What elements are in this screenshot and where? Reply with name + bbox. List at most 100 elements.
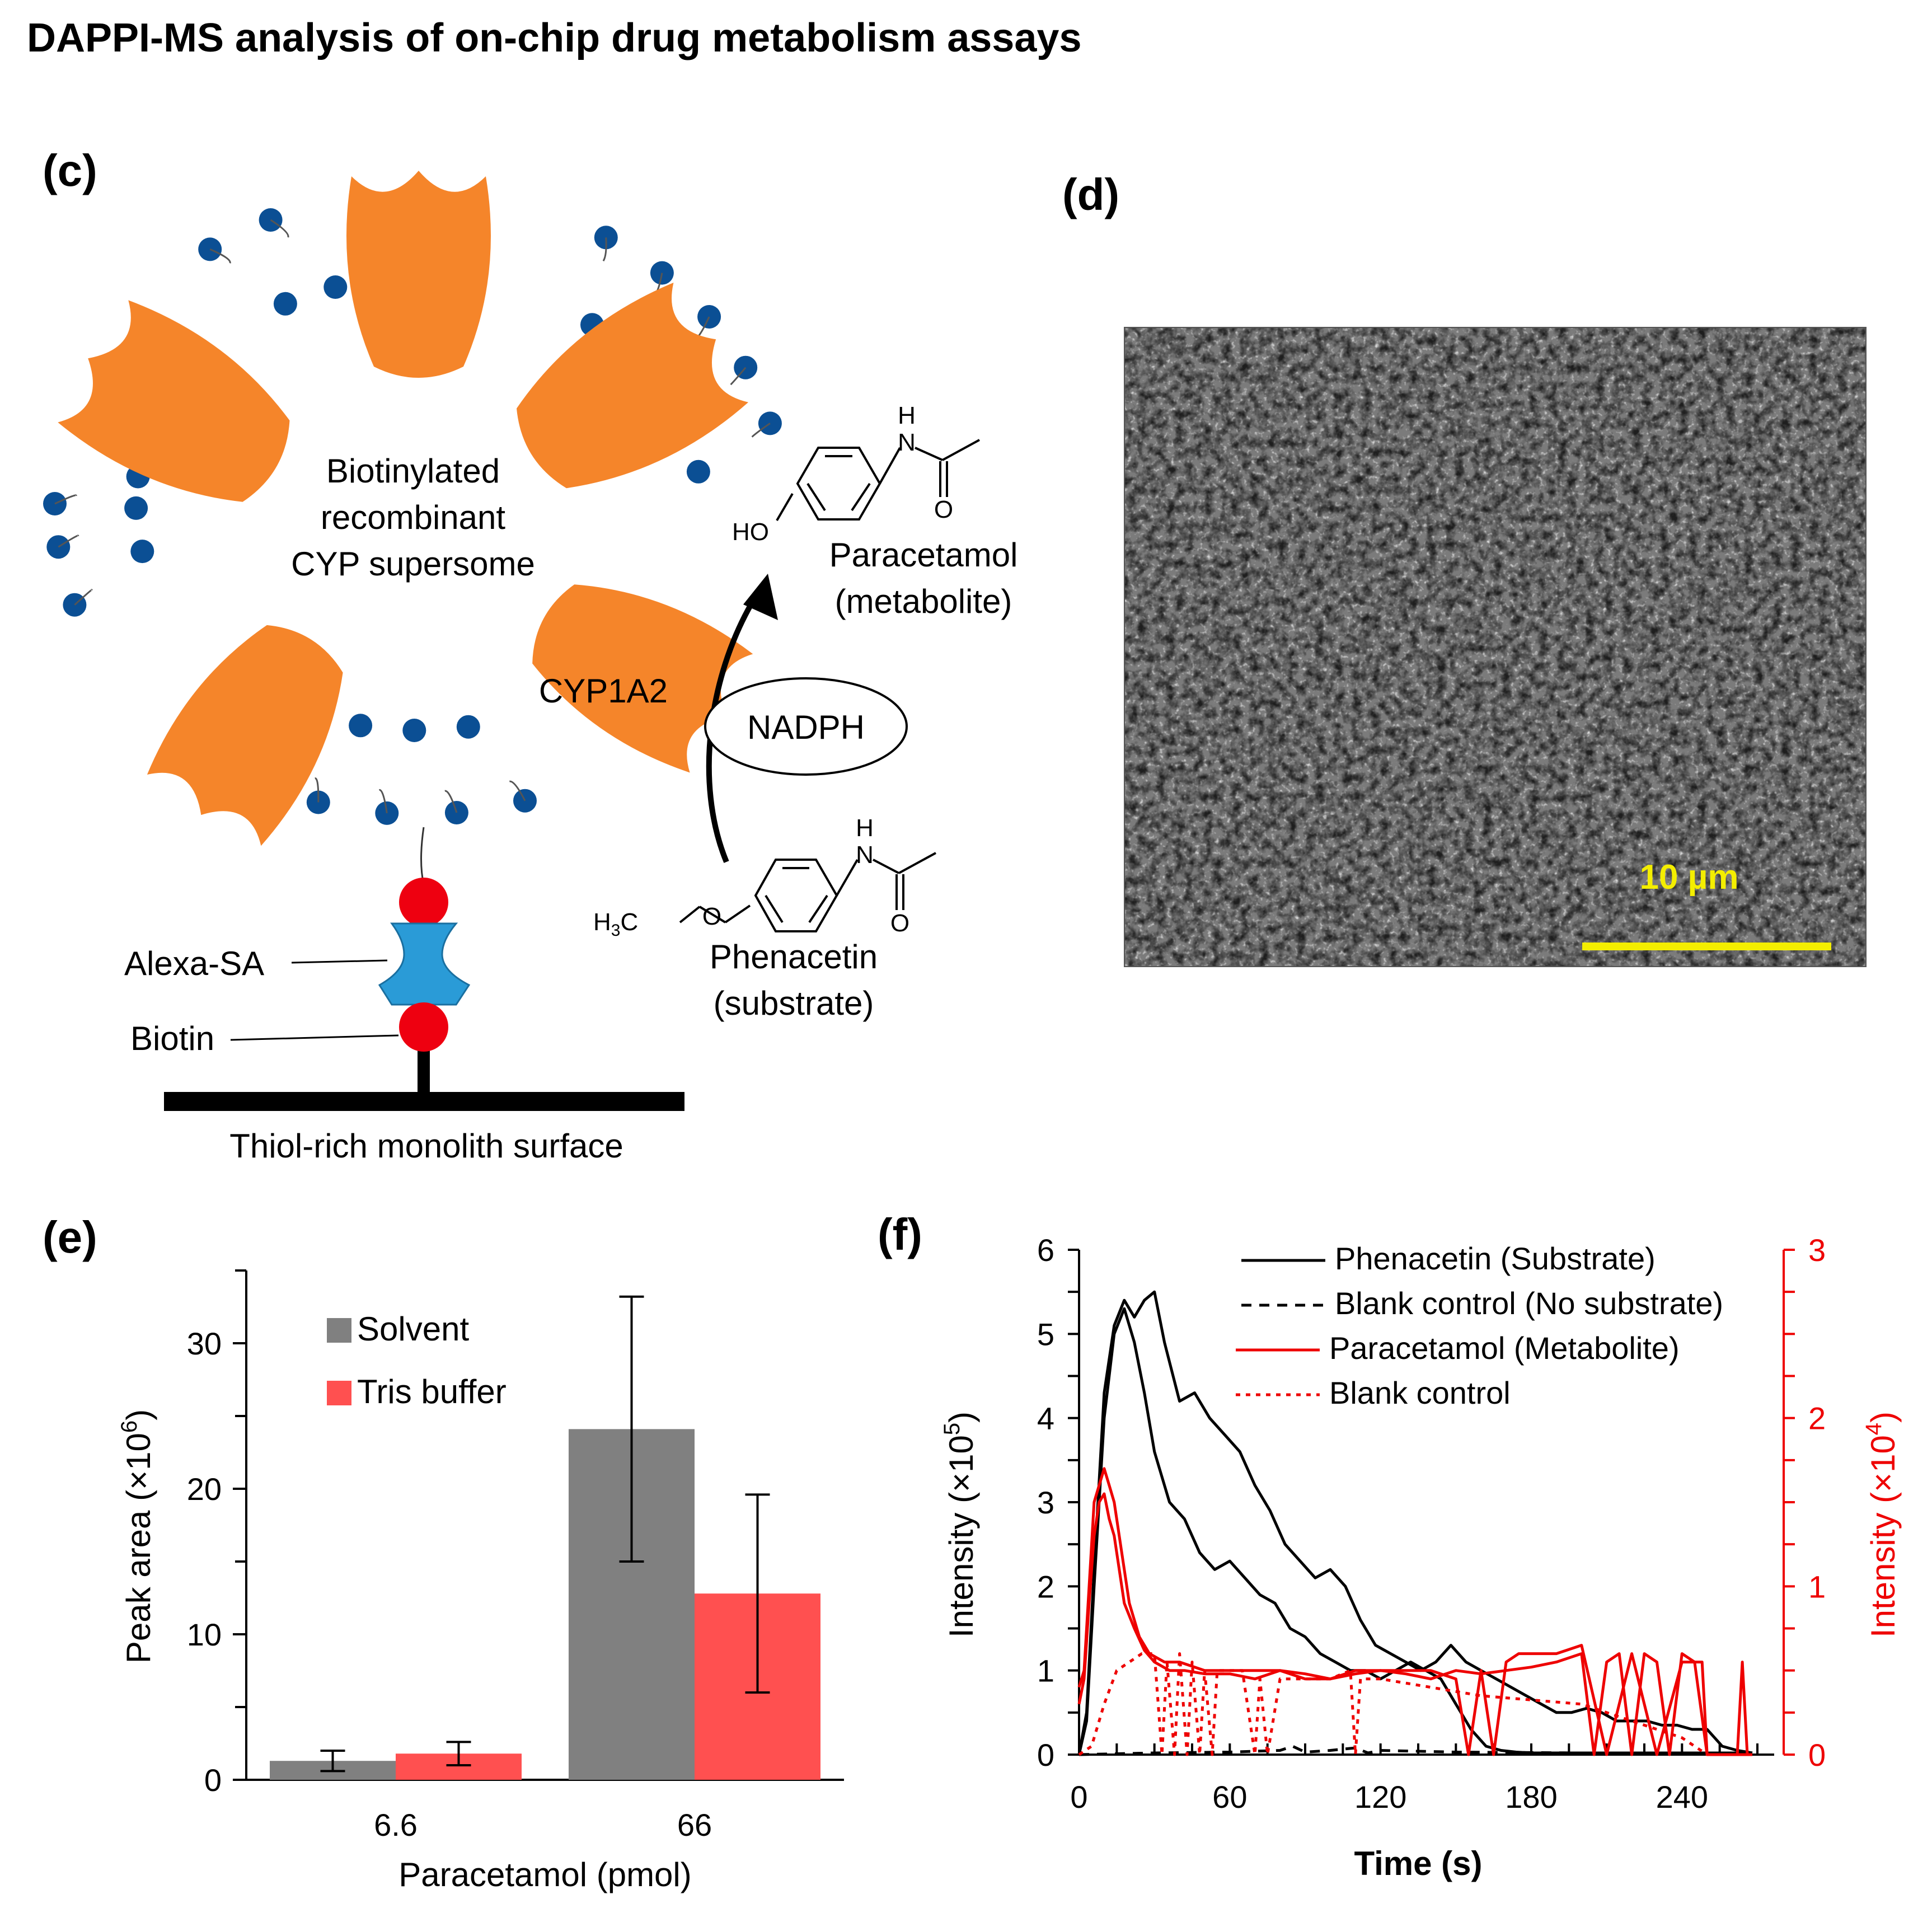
supersome-label-line-1: Biotinylated [326, 452, 500, 490]
panel-d-label: (d) [1062, 170, 1119, 219]
phenacetin-methyl: H3C [593, 908, 638, 940]
lipid-head [130, 540, 154, 564]
monolith-surface [164, 1092, 684, 1111]
paracetamol-h: H [898, 402, 916, 429]
legend-label: Solvent [357, 1310, 469, 1348]
lipid-head [456, 715, 480, 739]
right-y-tick-label: 0 [1808, 1737, 1826, 1773]
lipid-head [349, 714, 373, 738]
phenacetin-n: N [856, 841, 874, 869]
legend-label: Tris buffer [357, 1373, 507, 1410]
phenacetin-structure [679, 852, 936, 932]
panel-f-label: (f) [878, 1209, 922, 1259]
streptavidin-icon [378, 922, 471, 1006]
right-y-axis-title: Intensity (×104) [1861, 1412, 1902, 1638]
left-y-tick-label: 2 [1037, 1569, 1054, 1604]
scale-bar [1582, 943, 1831, 950]
phenacetin-ether-o: O [702, 903, 721, 930]
nadph-ellipse [704, 677, 908, 776]
paracetamol-o: O [934, 496, 953, 523]
lipid-tail [58, 535, 79, 548]
lipid-tail [509, 780, 526, 801]
cyp-enzyme [58, 300, 290, 502]
series-line [1077, 1467, 1752, 1756]
x-tick-label: 60 [1212, 1779, 1247, 1815]
lipid-tail [315, 777, 320, 803]
lipid-head [402, 719, 426, 742]
alexa-sa-label: Alexa-SA [124, 945, 264, 982]
lipid-tail [379, 789, 388, 814]
paracetamol-ho: HO [732, 518, 769, 546]
paracetamol-structure [776, 439, 980, 522]
cyp-enzyme [517, 282, 749, 489]
left-y-tick-label: 3 [1037, 1485, 1054, 1520]
lipid-head [323, 275, 348, 299]
phenacetin-h: H [856, 814, 874, 842]
figure-title: DAPPI-MS analysis of on-chip drug metabo… [27, 16, 1081, 60]
lipid-tail [602, 237, 607, 262]
lipid-tail [54, 494, 77, 505]
supersome-label-line-2: recombinant [321, 499, 506, 536]
lipid-tail [209, 249, 231, 264]
legend-label: Blank control (No substrate) [1335, 1286, 1723, 1321]
legend-label: Blank control [1329, 1375, 1511, 1410]
series-line [1077, 1492, 1752, 1756]
chart-e: 0 10 20 30 6.6 66 Paracetamol (pmol) Peak area … [117, 1269, 844, 1893]
x-axis-title: Time (s) [1354, 1845, 1483, 1882]
x-tick-label: 66 [677, 1807, 712, 1842]
biotin-bottom [399, 1002, 448, 1052]
supersome-diagram: Biotinylated recombinant CYP supersome C… [43, 171, 782, 846]
sem-micrograph [1124, 327, 1866, 967]
left-y-tick-label: 0 [1037, 1737, 1054, 1773]
supersome-label-line-3: CYP supersome [291, 545, 535, 583]
lipid-head [273, 292, 297, 316]
legend-label: Phenacetin (Substrate) [1335, 1241, 1656, 1276]
paracetamol-n: N [898, 429, 916, 456]
cyp-enzymes [58, 171, 753, 846]
series-line [1077, 1290, 1753, 1755]
series-line [1078, 1652, 1752, 1756]
lipid-tail [270, 219, 289, 238]
y-tick-label: 20 [187, 1471, 222, 1507]
y-axis-title: Peak area (×106) [117, 1409, 157, 1663]
phenacetin-role: (substrate) [714, 984, 874, 1022]
reaction-scheme: H N O HO Paracetamol (metabolite) NADPH … [593, 402, 1017, 1022]
paracetamol-name: Paracetamol [829, 536, 1018, 574]
lipid-head [124, 496, 148, 520]
legend-swatch [327, 1381, 351, 1405]
phenacetin-carbonyl-o: O [890, 909, 909, 937]
biotin-top [399, 878, 448, 927]
phenacetin-name: Phenacetin [710, 938, 878, 976]
left-y-axis-title: Intensity (×105) [940, 1412, 980, 1638]
series-line [1078, 1745, 1753, 1756]
panel-c-label: (c) [43, 146, 97, 195]
left-y-tick-label: 5 [1037, 1316, 1054, 1352]
series-line [1077, 1307, 1752, 1755]
immobilization-stack: Alexa-SA Biotin Thiol-rich monolith surf… [124, 827, 684, 1165]
x-tick-label: 120 [1354, 1779, 1406, 1815]
right-y-tick-label: 1 [1808, 1569, 1826, 1604]
right-y-tick-label: 3 [1808, 1232, 1826, 1268]
x-tick-label: 6.6 [374, 1807, 418, 1842]
right-y-tick-label: 2 [1808, 1401, 1826, 1436]
biotin-label: Biotin [130, 1020, 214, 1057]
lipid-tail [730, 367, 747, 386]
legend-label: Paracetamol (Metabolite) [1329, 1330, 1680, 1366]
left-y-tick-label: 4 [1037, 1401, 1054, 1436]
left-y-tick-label: 1 [1037, 1653, 1054, 1689]
scale-bar-label: 10 µm [1639, 858, 1738, 897]
legend-swatch [327, 1318, 351, 1343]
nadph-label: NADPH [747, 709, 865, 746]
cyp-enzyme [346, 171, 491, 378]
enzyme-label: CYP1A2 [539, 672, 668, 710]
panel-e-label: (e) [43, 1212, 97, 1262]
arrow-head-icon [743, 574, 778, 620]
lipid-tail [751, 423, 771, 438]
x-tick-label: 240 [1656, 1779, 1708, 1815]
y-tick-label: 0 [204, 1762, 222, 1798]
lipid-tail [74, 589, 93, 606]
left-y-tick-label: 6 [1037, 1232, 1054, 1268]
x-tick-label: 180 [1505, 1779, 1557, 1815]
